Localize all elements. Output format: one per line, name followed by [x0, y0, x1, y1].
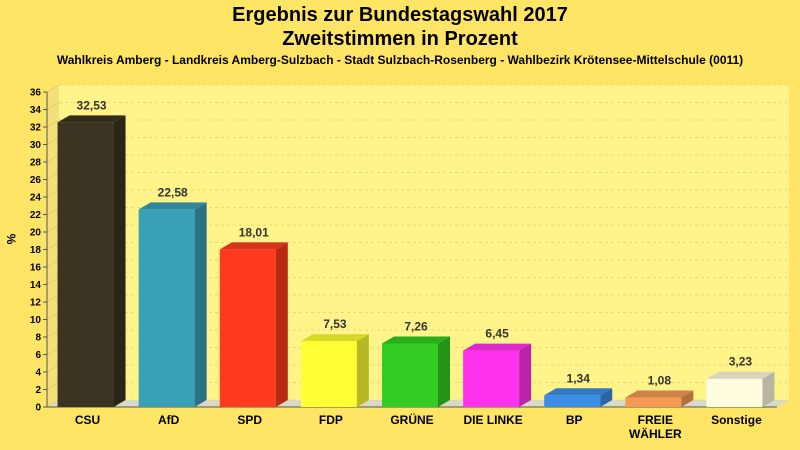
- bar-top-FREIE WÄHLER: [625, 390, 694, 398]
- bar-side-GRÜNE: [438, 336, 450, 407]
- y-tick-label: 18: [30, 245, 42, 256]
- grid-line-side: [46, 119, 60, 128]
- data-label: 32,53: [77, 98, 107, 112]
- x-tick-label: WÄHLER: [629, 426, 682, 441]
- bar-top-CSU: [57, 115, 126, 123]
- bar-Sonstige: [706, 378, 763, 407]
- bar-side-SPD: [275, 242, 288, 407]
- bar-CSU: [57, 122, 114, 408]
- bar-AfD: [138, 209, 195, 407]
- bar-BP: [544, 395, 601, 407]
- grid-line-side: [46, 329, 60, 338]
- y-tick-label: 4: [35, 368, 41, 379]
- bar-side-Sonstige: [762, 371, 775, 407]
- data-label: 7,53: [323, 317, 347, 331]
- grid-line-side: [46, 312, 60, 320]
- grid-line-side: [46, 347, 60, 355]
- bar-top-BP: [544, 388, 613, 396]
- bar-side-FREIE WÄHLER: [681, 390, 694, 407]
- bar-top-DIE LINKE: [463, 343, 532, 351]
- bar-FDP: [300, 341, 357, 407]
- grid-line-side: [46, 137, 60, 145]
- bar-side-AfD: [194, 202, 207, 407]
- x-tick-label: SPD: [237, 413, 262, 427]
- chart-subtitle: Wahlkreis Amberg - Landkreis Amberg-Sulz…: [56, 53, 744, 67]
- y-tick-label: 8: [35, 333, 41, 344]
- x-tick-label: Sonstige: [711, 413, 762, 427]
- y-tick-label: 2: [35, 385, 41, 396]
- bar-DIE LINKE: [463, 350, 520, 407]
- data-label: 18,01: [239, 225, 269, 239]
- y-tick-label: 14: [30, 280, 42, 291]
- grid-line-side: [46, 242, 60, 250]
- x-tick-label: GRÜNE: [390, 412, 433, 427]
- x-tick-label: FREIE: [638, 413, 673, 427]
- bar-SPD: [219, 249, 276, 407]
- grid-line-side: [46, 84, 60, 93]
- bar-side-DIE LINKE: [519, 343, 532, 407]
- y-tick-label: 10: [30, 315, 42, 326]
- grid-line-side: [46, 189, 60, 198]
- x-tick-label: FDP: [319, 413, 343, 427]
- grid-line-side: [46, 259, 60, 268]
- bar-top-FDP: [300, 334, 369, 342]
- y-tick-label: 26: [30, 175, 42, 186]
- grid-line-side: [46, 154, 60, 163]
- grid-line-side: [46, 364, 60, 373]
- data-label: 6,45: [485, 327, 509, 341]
- grid-line-side: [46, 294, 60, 303]
- bar-top-AfD: [138, 202, 207, 210]
- y-tick-label: 12: [30, 298, 42, 309]
- bar-top-Sonstige: [706, 371, 775, 379]
- bar-side-FDP: [356, 334, 369, 407]
- data-label: 7,26: [404, 319, 428, 333]
- grid-line-side: [46, 207, 60, 215]
- y-tick-label: 30: [30, 140, 42, 151]
- y-tick-label: 28: [30, 158, 42, 169]
- bar-side-CSU: [113, 115, 126, 408]
- bar-top-SPD: [219, 242, 288, 250]
- grid-line-side: [46, 399, 60, 408]
- chart-title-line1: Ergebnis zur Bundestagswahl 2017: [232, 4, 568, 26]
- x-tick-label: CSU: [75, 413, 100, 427]
- y-tick-label: 36: [30, 88, 42, 99]
- y-tick-label: 0: [35, 403, 41, 414]
- y-tick-label: 20: [30, 228, 42, 239]
- grid-line-side: [46, 224, 60, 233]
- y-tick-label: 34: [30, 105, 42, 116]
- x-tick-label: DIE LINKE: [463, 413, 522, 427]
- grid-line-side: [46, 382, 60, 390]
- grid-line-side: [46, 102, 60, 110]
- chart-title-line2: Zweitstimmen in Prozent: [282, 28, 518, 50]
- bar-side-BP: [600, 388, 613, 407]
- bar-GRÜNE: [382, 343, 438, 407]
- x-tick-label: BP: [566, 413, 583, 427]
- y-tick-label: 6: [35, 350, 41, 361]
- data-label: 1,34: [567, 371, 591, 385]
- bar-FREIE WÄHLER: [625, 397, 682, 407]
- data-label: 22,58: [158, 185, 188, 199]
- y-tick-label: 24: [30, 193, 42, 204]
- x-tick-label: AfD: [158, 413, 180, 427]
- grid-line-side: [46, 172, 60, 180]
- grid-line-side: [46, 277, 60, 285]
- data-label: 1,08: [648, 374, 672, 388]
- bar-top-GRÜNE: [382, 336, 450, 344]
- y-tick-label: 32: [30, 123, 42, 134]
- y-tick-label: 22: [30, 210, 42, 221]
- data-label: 3,23: [729, 355, 753, 369]
- y-tick-label: 16: [30, 263, 42, 274]
